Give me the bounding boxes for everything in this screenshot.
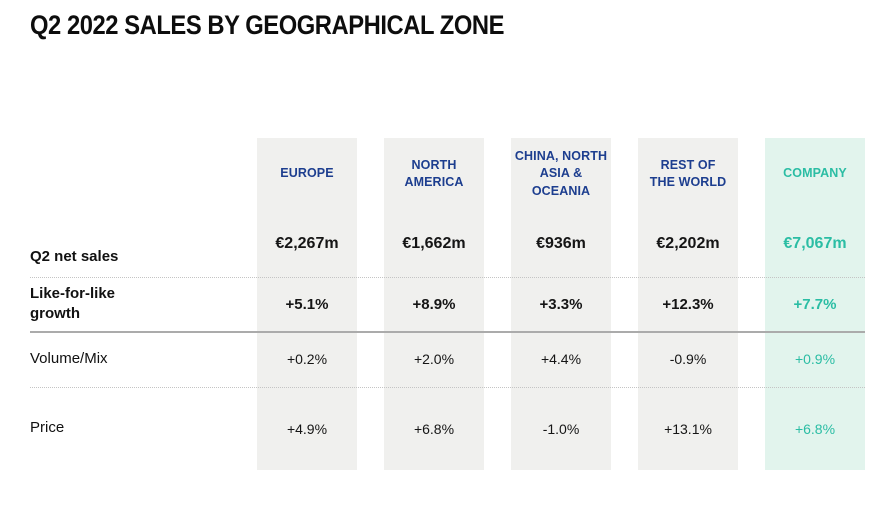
row-label-text: Q2 net sales (30, 247, 119, 265)
value-price-europe: +4.9% (286, 420, 328, 437)
corner-spacer (30, 138, 230, 210)
table-grid: EUROPE NORTH AMERICA CHINA, NORTH ASIA &… (30, 138, 865, 470)
value-net-sales-company: €7,067m (783, 234, 847, 252)
column-header-label: CHINA, NORTH (514, 148, 608, 163)
row-label-text: Volume/Mix (30, 349, 108, 367)
column-header-label: AMERICA (404, 175, 464, 189)
column-strip-company (765, 138, 865, 470)
value-net-sales-rest-of-world: €2,202m (656, 234, 720, 252)
page-title: Q2 2022 SALES BY GEOGRAPHICAL ZONE (30, 10, 505, 40)
value-volume-mix-china-north-asia-oceania: +4.4% (540, 351, 582, 367)
value-price-rest-of-world: +13.1% (664, 420, 712, 437)
sales-table: EUROPE NORTH AMERICA CHINA, NORTH ASIA &… (30, 138, 865, 470)
value-price-china-north-asia-oceania: -1.0% (542, 420, 580, 437)
column-strip-north-america (384, 138, 484, 470)
column-header-china-north-asia-oceania: CHINA, NORTH ASIA & OCEANIA (511, 138, 611, 210)
row-label-text: Like-for-like (30, 284, 116, 302)
value-lfl-growth-north-america: +8.9% (412, 295, 456, 313)
column-strip-europe (257, 138, 357, 470)
column-header-label: EUROPE (280, 166, 334, 181)
column-header-label: NORTH (411, 157, 457, 172)
row-label-q2-net-sales: Q2 net sales (30, 210, 230, 277)
value-lfl-growth-rest-of-world: +12.3% (662, 295, 714, 313)
value-price-north-america: +6.8% (413, 420, 455, 437)
row-label-price: Price (30, 387, 230, 470)
value-lfl-growth-company: +7.7% (793, 295, 837, 313)
row-label-text: Price (30, 419, 65, 437)
row-divider-solid (30, 331, 865, 333)
column-header-europe: EUROPE (257, 138, 357, 210)
value-lfl-growth-europe: +5.1% (285, 295, 329, 313)
value-volume-mix-north-america: +2.0% (413, 351, 455, 367)
column-header-label: ASIA & OCEANIA (531, 166, 591, 198)
column-header-company: COMPANY (765, 138, 865, 210)
value-lfl-growth-china-north-asia-oceania: +3.3% (539, 295, 583, 313)
value-price-company: +6.8% (794, 420, 836, 437)
value-volume-mix-rest-of-world: -0.9% (669, 351, 707, 367)
row-label-like-for-like-growth: Like-for-like growth (30, 277, 230, 331)
row-divider-dotted (30, 277, 865, 278)
column-strip-china-north-asia-oceania (511, 138, 611, 470)
value-net-sales-china-north-asia-oceania: €936m (536, 234, 586, 252)
column-header-north-america: NORTH AMERICA (384, 138, 484, 210)
column-header-rest-of-world: REST OF THE WORLD (638, 138, 738, 210)
value-net-sales-north-america: €1,662m (402, 234, 466, 252)
row-divider-dotted (30, 387, 865, 388)
column-header-label: COMPANY (783, 166, 847, 181)
value-volume-mix-company: +0.9% (794, 351, 836, 367)
column-header-label: REST OF (660, 157, 716, 172)
value-net-sales-europe: €2,267m (275, 234, 339, 252)
row-label-volume-mix: Volume/Mix (30, 331, 230, 387)
column-header-label: THE WORLD (649, 175, 727, 189)
column-strip-rest-of-world (638, 138, 738, 470)
value-volume-mix-europe: +0.2% (286, 351, 328, 367)
row-label-text: growth (30, 305, 80, 322)
